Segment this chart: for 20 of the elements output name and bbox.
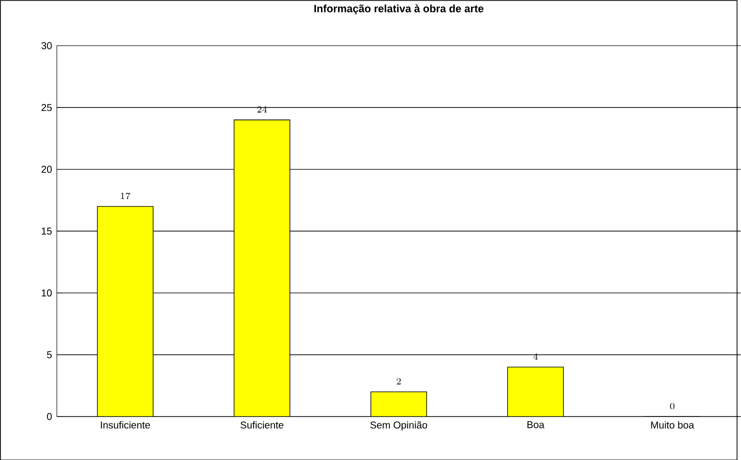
- data-label: 0: [670, 402, 674, 410]
- data-label: 2: [396, 378, 401, 384]
- chart-title: Informação relativa à obra de arte: [314, 4, 484, 14]
- bar: [370, 391, 428, 416]
- x-tick-label: Sem Opinião: [370, 421, 428, 430]
- x-tick-label: Insuficiente: [100, 421, 150, 428]
- x-tick-label: Suficiente: [240, 421, 284, 428]
- y-tick-label: 15: [42, 227, 52, 234]
- x-tick-label: Muito boa: [651, 421, 694, 428]
- bar: [507, 366, 564, 416]
- y-tick-label: 10: [42, 289, 52, 296]
- x-tick-label: Boa: [527, 421, 544, 428]
- y-tick-label: 20: [42, 166, 52, 173]
- y-tick-label: 0: [47, 412, 52, 420]
- y-tick-label: 30: [41, 42, 52, 50]
- bar: [96, 206, 154, 416]
- bar: [234, 119, 290, 416]
- data-label: 17: [120, 192, 130, 199]
- y-tick-label: 25: [42, 104, 52, 111]
- y-tick-label: 5: [47, 351, 52, 358]
